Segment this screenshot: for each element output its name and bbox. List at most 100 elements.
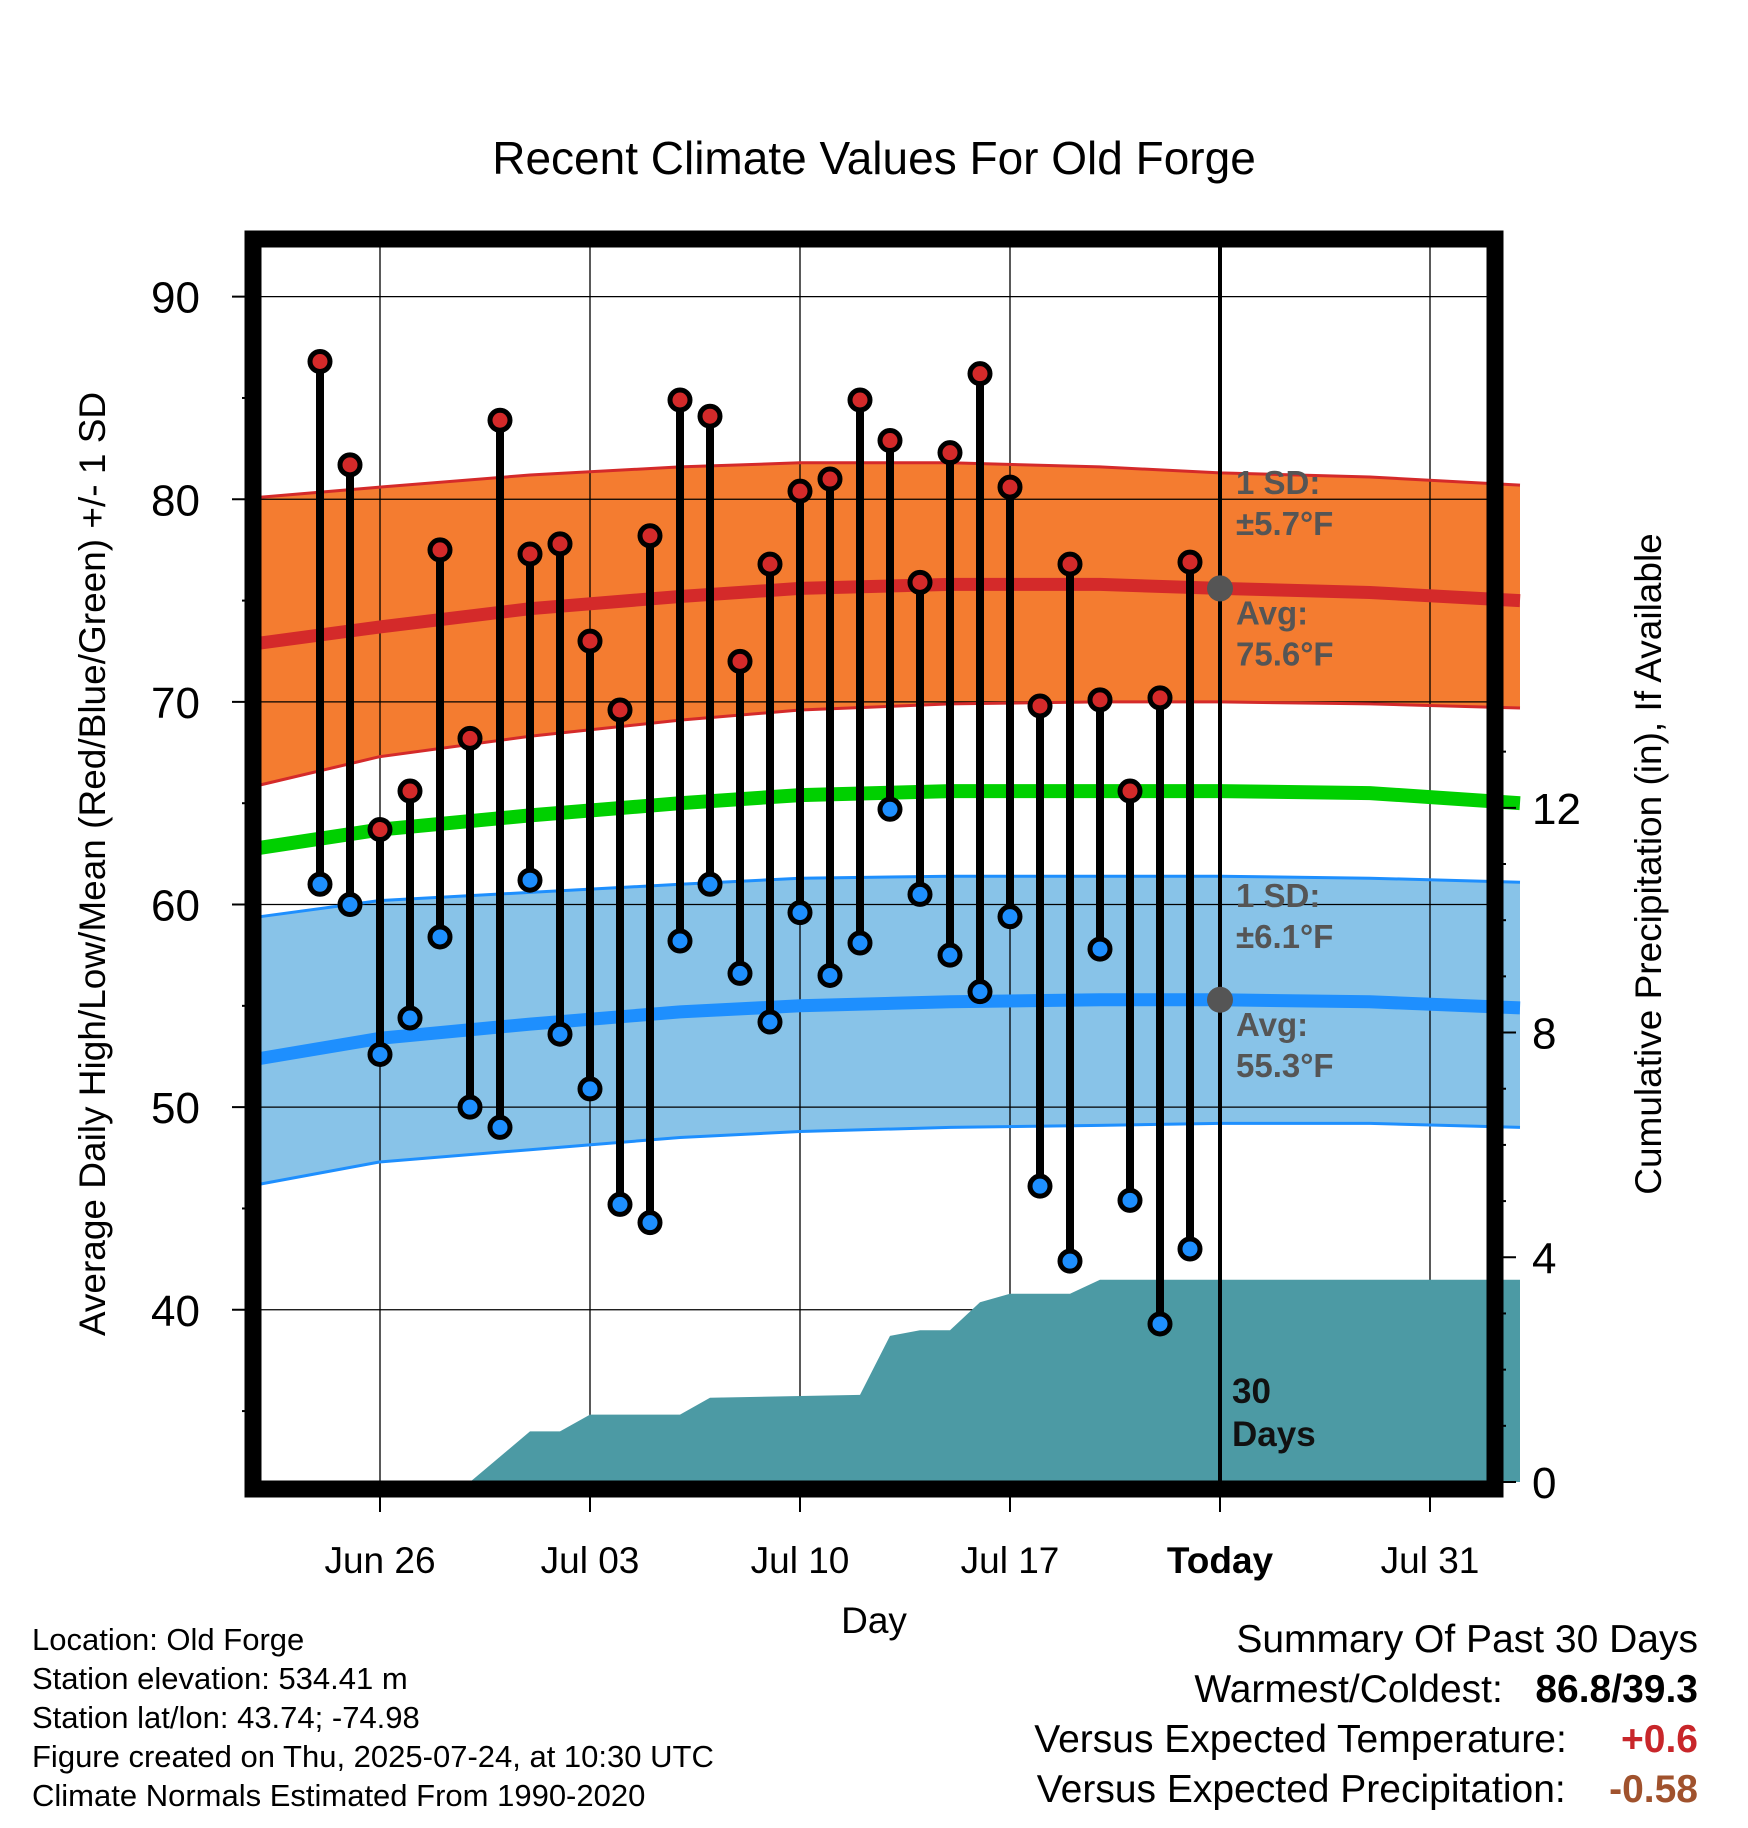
y-tick-label: 80	[151, 476, 200, 525]
chart-title: Recent Climate Values For Old Forge	[492, 132, 1256, 184]
low-point	[487, 1114, 513, 1140]
high-point	[457, 725, 483, 751]
low-point	[727, 960, 753, 986]
temp-label: Versus Expected Temperature:	[1034, 1718, 1567, 1761]
low-avg-label: Avg:	[1236, 1006, 1308, 1043]
summary-heading-text: Summary Of Past 30 Days	[1236, 1618, 1698, 1661]
low-sd-label: 1 SD:	[1236, 877, 1320, 914]
y-tick-label: 40	[151, 1287, 200, 1336]
high-point	[367, 817, 393, 843]
y-tick-label: 90	[151, 274, 200, 323]
high-point	[787, 478, 813, 504]
low-sd-lower-line	[259, 1121, 1521, 1186]
high-point	[877, 428, 903, 454]
y2-tick-label: 0	[1532, 1459, 1556, 1508]
low-point	[997, 904, 1023, 930]
high-point	[517, 541, 543, 567]
high-sd-label: 1 SD:	[1236, 464, 1320, 501]
plot-border	[244, 230, 1504, 1498]
plot-frame	[244, 230, 1504, 1498]
daily-points	[307, 348, 1203, 1337]
temp-value: +0.6	[1621, 1718, 1698, 1761]
high-point	[847, 387, 873, 413]
high-point	[577, 628, 603, 654]
summary-heading: Summary Of Past 30 Days	[1236, 1618, 1698, 1662]
low-point	[427, 924, 453, 950]
low-point	[697, 871, 723, 897]
high-point	[757, 551, 783, 577]
high-point	[1117, 778, 1143, 804]
low-point	[757, 1009, 783, 1035]
y-tick-label: 70	[151, 679, 200, 728]
high-sd-upper-line	[259, 461, 1521, 499]
footer-created: Figure created on Thu, 2025-07-24, at 10…	[32, 1739, 714, 1774]
low-point	[457, 1094, 483, 1120]
warm-cold-label: Warmest/Coldest:	[1194, 1668, 1503, 1711]
precip-value: -0.58	[1609, 1768, 1698, 1811]
high-point	[967, 361, 993, 387]
footer-location: Location: Old Forge	[32, 1622, 305, 1657]
low-point	[967, 979, 993, 1005]
high-point	[937, 440, 963, 466]
y-axis-label: Average Daily High/Low/Mean (Red/Blue/Gr…	[72, 392, 113, 1336]
low-sd-upper-line	[259, 874, 1521, 919]
mean-line	[258, 784, 1521, 855]
low-point	[367, 1041, 393, 1067]
high-avg-marker	[1207, 575, 1233, 602]
high-point	[337, 452, 363, 478]
low-point	[1147, 1311, 1173, 1337]
x-tick-label: Jul 31	[1381, 1540, 1480, 1581]
low-point	[817, 962, 843, 988]
annotations: 1 SD: ±5.7°F Avg: 75.6°F 1 SD: ±6.1°F Avg: 55.3…	[1207, 464, 1334, 1454]
low-avg-line	[258, 993, 1521, 1065]
low-point	[577, 1076, 603, 1102]
x-axis-label: Day	[841, 1600, 907, 1641]
summary-warm-cold: Warmest/Coldest: 86.8/39.3	[1194, 1668, 1698, 1712]
high-point	[427, 537, 453, 563]
low-point	[1117, 1187, 1143, 1213]
low-point	[397, 1005, 423, 1031]
low-point	[667, 928, 693, 954]
high-point	[997, 474, 1023, 500]
low-sd-value: ±6.1°F	[1236, 918, 1333, 955]
x-tick-label: Jul 10	[751, 1540, 850, 1581]
precipitation-area	[260, 1279, 1520, 1482]
high-avg-line	[259, 577, 1521, 650]
y-tick-label: 60	[151, 882, 200, 931]
high-point	[607, 697, 633, 723]
low-point	[607, 1191, 633, 1217]
low-point	[787, 900, 813, 926]
axes: 40 50 60 70 80 90 0 4 8 12 Jun 26 Jul 03 Jul 10 Jul 1…	[72, 132, 1669, 1641]
high-point	[727, 648, 753, 674]
daily-stems	[316, 361, 1194, 1324]
high-point	[637, 523, 663, 549]
y-tick-label: 50	[151, 1084, 200, 1133]
summary-temperature: Versus Expected Temperature: +0.6	[1034, 1718, 1698, 1762]
high-point	[1087, 687, 1113, 713]
precip-label: Versus Expected Precipitation:	[1036, 1768, 1566, 1811]
low-point	[637, 1210, 663, 1236]
low-point	[337, 892, 363, 918]
normal-lines	[258, 461, 1521, 1186]
footer-normals: Climate Normals Estimated From 1990-2020	[32, 1778, 646, 1813]
y2-tick-label: 12	[1532, 785, 1581, 834]
high-avg-label: Avg:	[1236, 594, 1308, 631]
high-point	[547, 531, 573, 557]
low-avg-value: 55.3°F	[1236, 1047, 1334, 1084]
high-sd-lower-line	[259, 700, 1521, 787]
high-point	[1147, 685, 1173, 711]
low-point	[1177, 1236, 1203, 1262]
low-point	[517, 867, 543, 893]
footer-elevation: Station elevation: 534.41 m	[32, 1661, 408, 1696]
x-tick-label: Jul 17	[961, 1540, 1060, 1581]
high-point	[697, 403, 723, 429]
window-days-number: 30	[1232, 1372, 1271, 1411]
low-point	[877, 796, 903, 822]
y2-axis-label: Cumulative Precipitation (in), If Availa…	[1628, 533, 1669, 1195]
warm-cold-value: 86.8/39.3	[1535, 1668, 1698, 1711]
summary-precipitation: Versus Expected Precipitation: -0.58	[1037, 1768, 1698, 1812]
high-point	[397, 778, 423, 804]
high-point	[1177, 549, 1203, 575]
high-point	[667, 387, 693, 413]
high-point	[307, 348, 333, 374]
